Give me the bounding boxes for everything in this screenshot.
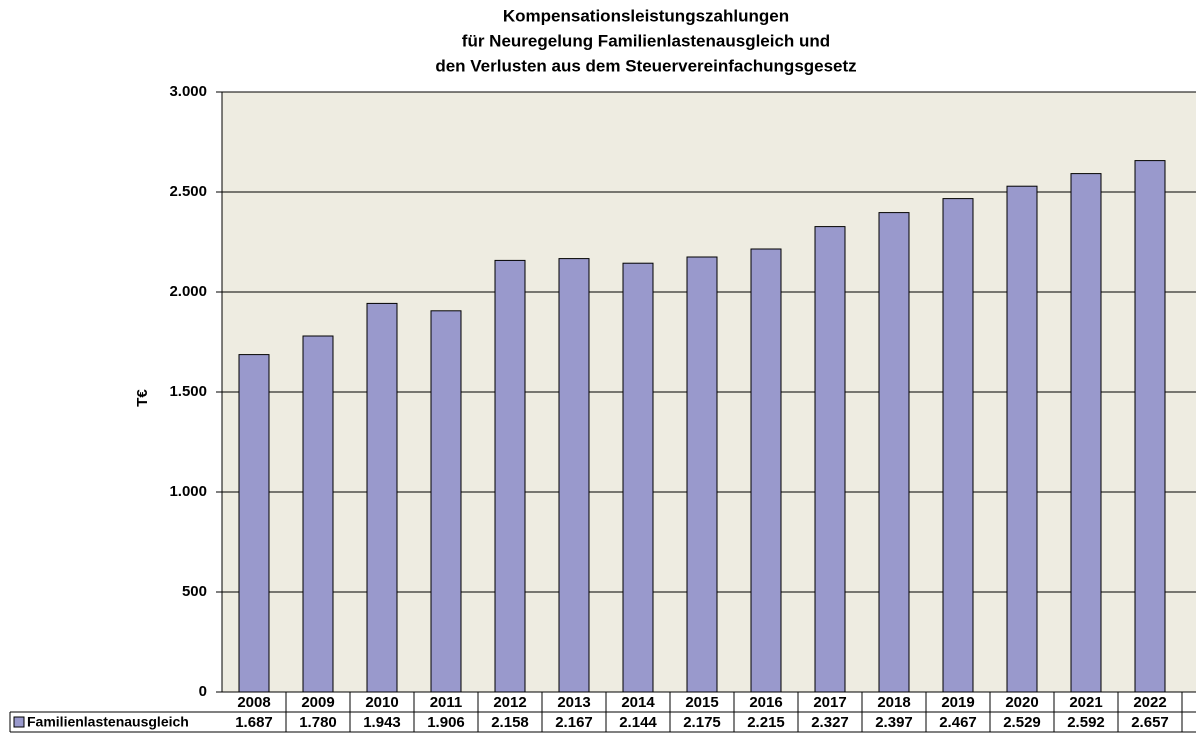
- x-tick-label: 2017: [813, 694, 846, 711]
- data-label: 1.780: [299, 714, 337, 731]
- x-tick-label: 2014: [621, 694, 655, 711]
- x-tick-label: 2022: [1133, 694, 1166, 711]
- chart-title: den Verlusten aus dem Steuervereinfachun…: [435, 56, 856, 75]
- y-tick-label: 2.500: [169, 183, 207, 200]
- x-tick-label: 2012: [493, 694, 526, 711]
- data-label: 2.327: [811, 714, 849, 731]
- bar: [430, 310, 462, 693]
- bar: [750, 248, 782, 693]
- y-axis-label: T€: [134, 389, 151, 407]
- x-tick-label: 2015: [685, 694, 718, 711]
- bar: [1070, 173, 1102, 693]
- data-label: 1.943: [363, 714, 401, 731]
- bar: [942, 198, 974, 693]
- bar: [686, 256, 718, 693]
- data-label: 2.657: [1131, 714, 1169, 731]
- x-tick-label: 2011: [430, 694, 463, 711]
- data-label: 2.215: [747, 714, 785, 731]
- bar: [558, 258, 590, 693]
- y-tick-label: 1.500: [169, 383, 207, 400]
- bar: [238, 354, 270, 693]
- bar: [494, 259, 526, 693]
- bar: [366, 302, 398, 693]
- bar: [814, 226, 846, 693]
- x-tick-label: 2008: [237, 694, 270, 711]
- x-tick-label: 2019: [941, 694, 974, 711]
- y-tick-label: 3.000: [169, 83, 207, 100]
- x-tick-label: 2016: [749, 694, 782, 711]
- legend-label: Familienlastenausgleich: [27, 714, 189, 730]
- data-label: 2.397: [875, 714, 913, 731]
- data-label: 2.467: [939, 714, 977, 731]
- y-tick-label: 2.000: [169, 283, 207, 300]
- legend-swatch: [13, 716, 25, 728]
- bar: [622, 262, 654, 693]
- data-label: 1.906: [427, 714, 465, 731]
- data-label: 2.592: [1067, 714, 1105, 731]
- x-tick-label: 2010: [365, 694, 398, 711]
- y-tick-label: 0: [199, 683, 207, 700]
- x-tick-label: 2018: [877, 694, 910, 711]
- bar: [878, 212, 910, 693]
- data-label: 2.175: [683, 714, 721, 731]
- data-label: 2.167: [555, 714, 593, 731]
- y-tick-label: 1.000: [169, 483, 207, 500]
- bar: [1006, 185, 1038, 693]
- bar: [302, 335, 334, 693]
- chart-title: Kompensationsleistungszahlungen: [503, 6, 789, 25]
- x-tick-label: 2009: [301, 694, 334, 711]
- y-tick-label: 500: [182, 583, 207, 600]
- data-label: 2.529: [1003, 714, 1041, 731]
- x-tick-label: 2013: [557, 694, 590, 711]
- data-label: 1.687: [235, 714, 273, 731]
- data-label: 2.158: [491, 714, 529, 731]
- x-tick-label: 2021: [1069, 694, 1102, 711]
- chart-title: für Neuregelung Familienlastenausgleich …: [462, 31, 830, 50]
- x-tick-label: 2020: [1005, 694, 1038, 711]
- bar: [1134, 160, 1166, 693]
- data-label: 2.144: [619, 714, 657, 731]
